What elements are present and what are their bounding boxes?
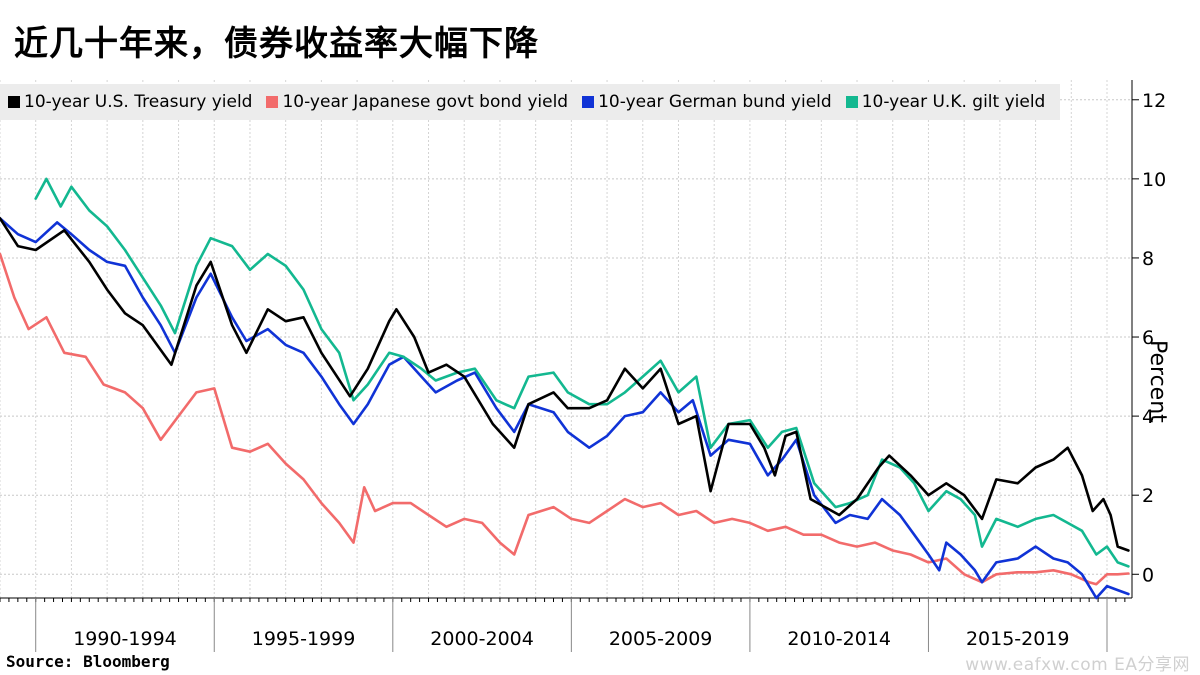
x-period-label: 1990-1994 [73, 628, 177, 650]
legend-item: 10-year U.S. Treasury yield [8, 92, 252, 112]
y-tick-label: 0 [1142, 564, 1154, 586]
chart-title: 近几十年来，债券收益率大幅下降 [14, 24, 539, 64]
chart-legend: 10-year U.S. Treasury yield 10-year Japan… [0, 84, 1060, 120]
series-line [0, 217, 1130, 600]
watermark: www.eafxw.com EA分享网 [965, 655, 1190, 675]
x-period-label: 2015-2019 [966, 628, 1070, 650]
series-line [0, 217, 1130, 552]
legend-swatch [8, 96, 20, 108]
x-period-label: 2000-2004 [430, 628, 534, 650]
legend-swatch [845, 96, 858, 108]
legend-item: 10-year U.K. gilt yield [845, 92, 1046, 112]
y-tick-label: 6 [1142, 327, 1154, 349]
y-tick-label: 8 [1142, 248, 1154, 270]
series-line [0, 252, 1130, 586]
y-tick-label: 4 [1142, 406, 1154, 428]
x-period-label: 1995-1999 [252, 628, 356, 650]
legend-label: 10-year Japanese govt bond yield [282, 92, 569, 112]
y-tick-label: 12 [1142, 90, 1166, 112]
legend-label: 10-year German bund yield [598, 92, 832, 112]
legend-item: 10-year German bund yield [582, 92, 832, 112]
legend-label: 10-year U.S. Treasury yield [24, 92, 253, 112]
legend-swatch [582, 96, 595, 108]
y-axis-label: Percent [1145, 340, 1170, 423]
legend-swatch [266, 96, 279, 108]
legend-label: 10-year U.K. gilt yield [861, 92, 1046, 112]
series-line [34, 177, 1130, 568]
y-tick-label: 2 [1142, 485, 1154, 507]
x-period-label: 2010-2014 [787, 628, 891, 650]
y-tick-label: 10 [1142, 169, 1166, 191]
legend-item: 10-year Japanese govt bond yield [266, 92, 568, 112]
source-note: Source: Bloomberg [6, 652, 170, 671]
x-period-label: 2005-2009 [609, 628, 713, 650]
